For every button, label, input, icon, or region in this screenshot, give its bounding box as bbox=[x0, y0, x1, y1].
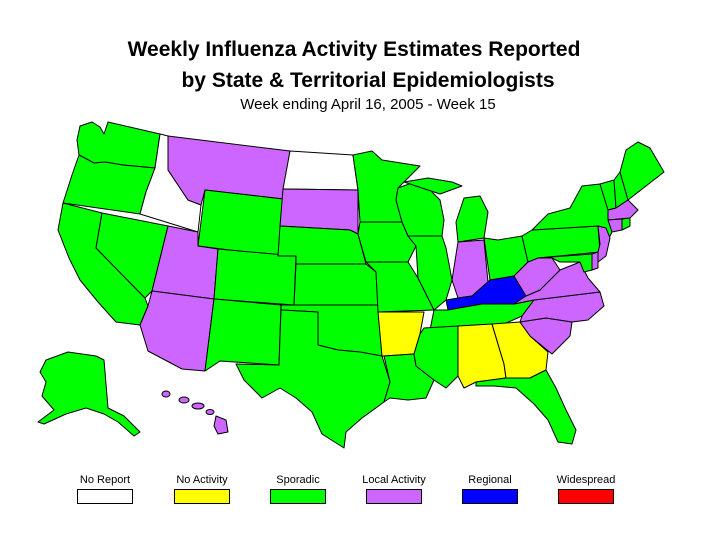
state-NM bbox=[204, 298, 282, 372]
legend-label: Widespread bbox=[556, 474, 616, 486]
state-TX bbox=[235, 309, 391, 449]
legend-label: No Activity bbox=[176, 474, 228, 486]
legend-item-widespread: Widespread bbox=[541, 474, 631, 504]
legend-item-no-report: No Report bbox=[60, 474, 150, 504]
state-WY bbox=[197, 189, 284, 257]
state-ND bbox=[282, 150, 359, 191]
legend-item-regional: Regional bbox=[445, 474, 535, 504]
legend-swatch bbox=[366, 489, 422, 504]
legend-label: Local Activity bbox=[362, 474, 426, 486]
legend-swatch bbox=[77, 489, 133, 504]
legend-label: No Report bbox=[79, 474, 131, 486]
state-DE bbox=[591, 251, 599, 271]
state-ME bbox=[619, 141, 665, 201]
legend-item-local: Local Activity bbox=[349, 474, 439, 504]
state-NJ bbox=[597, 225, 611, 263]
legend-swatch bbox=[558, 489, 614, 504]
state-CO bbox=[213, 248, 297, 306]
legend-item-no-activity: No Activity bbox=[157, 474, 247, 504]
state-FL bbox=[475, 369, 577, 445]
state-KS bbox=[293, 263, 379, 306]
map-subtitle: Week ending April 16, 2005 - Week 15 bbox=[240, 96, 496, 113]
state-HI bbox=[161, 390, 229, 435]
state-AK bbox=[37, 351, 141, 437]
legend-item-sporadic: Sporadic bbox=[253, 474, 343, 504]
legend-swatch bbox=[174, 489, 230, 504]
state-NV bbox=[95, 212, 169, 299]
state-RI bbox=[621, 217, 631, 231]
map-title-line1: Weekly Influenza Activity Estimates Repo… bbox=[127, 38, 581, 61]
state-MD bbox=[537, 253, 593, 273]
state-AZ bbox=[139, 290, 215, 372]
legend-label: Regional bbox=[468, 474, 512, 486]
legend-label: Sporadic bbox=[276, 474, 320, 486]
legend-swatch bbox=[270, 489, 326, 504]
map-title-line2: by State & Territorial Epidemiologists bbox=[181, 69, 555, 92]
legend-swatch bbox=[462, 489, 518, 504]
state-IL bbox=[407, 235, 453, 311]
